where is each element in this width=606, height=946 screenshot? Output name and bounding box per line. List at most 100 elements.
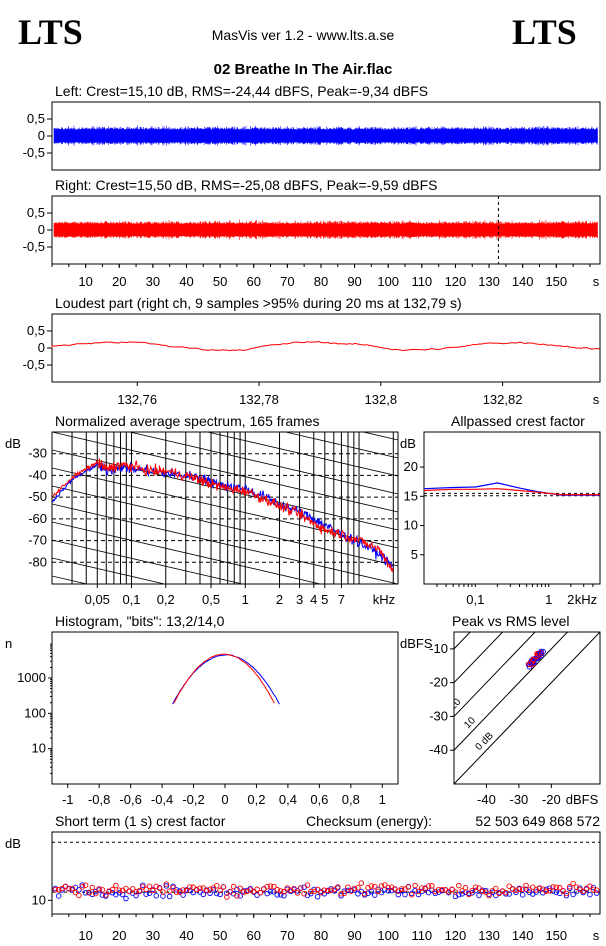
crest-point-right xyxy=(382,882,388,888)
crest-point-right xyxy=(200,885,207,891)
plot-frame xyxy=(51,431,399,585)
crest-point-right xyxy=(247,887,254,893)
crest-point-right xyxy=(277,888,284,894)
crest-point-right xyxy=(308,888,314,895)
crest-point-left xyxy=(274,892,281,898)
y-axis-unit: dB xyxy=(5,436,21,451)
crest-point-right xyxy=(82,882,89,888)
crest-point-right xyxy=(456,882,462,889)
x-tick-label: 0,2 xyxy=(157,592,175,607)
crest-point-right xyxy=(385,884,391,891)
crest-point-left xyxy=(267,888,274,895)
x-tick-label: 50 xyxy=(213,928,227,943)
x-tick-label: 150 xyxy=(545,928,567,943)
y-tick-label: -0,5 xyxy=(23,357,45,372)
slope-line xyxy=(52,432,398,513)
x-tick-label: 0,05 xyxy=(85,592,110,607)
x-tick-label: 80 xyxy=(314,274,328,289)
crest-point-right xyxy=(314,886,321,893)
crest-point-right xyxy=(405,884,412,890)
x-axis-unit: s xyxy=(593,392,600,407)
crest-point-right xyxy=(543,888,549,894)
crest-point-left xyxy=(378,889,385,896)
crest-point-left xyxy=(345,887,351,894)
y-tick-label: 15 xyxy=(404,488,418,503)
y-tick-label: 10 xyxy=(32,741,46,756)
x-tick-label: 120 xyxy=(445,928,467,943)
crest-point-right xyxy=(240,889,247,895)
crest-point-right xyxy=(355,885,361,891)
y-tick-label: -60 xyxy=(28,511,47,526)
crest-point-right xyxy=(452,889,459,895)
checksum-value: 52 503 649 868 572 xyxy=(475,813,600,829)
crest-point-left xyxy=(385,888,391,894)
x-tick-label: -40 xyxy=(477,792,496,807)
x-tick-label: 10 xyxy=(78,274,92,289)
crest-point-right xyxy=(213,882,220,889)
y-axis-unit: dB xyxy=(400,436,416,451)
crest-point-left xyxy=(76,887,82,893)
y-tick-label: -40 xyxy=(28,467,47,482)
y-axis-unit: dB xyxy=(5,836,21,851)
slope-line xyxy=(52,306,398,386)
crest-point-right xyxy=(66,886,72,892)
x-tick-label: 0,2 xyxy=(247,792,265,807)
x-tick-label: 132,76 xyxy=(117,392,157,407)
crest-point-left xyxy=(432,890,439,897)
checksum-label: Checksum (energy): xyxy=(306,813,432,829)
crest-point-left xyxy=(476,892,482,899)
x-tick-label: 30 xyxy=(146,274,160,289)
x-tick-label: 140 xyxy=(512,928,534,943)
crest-point-left xyxy=(224,890,230,896)
x-tick-label: 70 xyxy=(280,274,294,289)
crest-point-right xyxy=(408,891,415,898)
crest-point-right xyxy=(72,889,79,896)
crest-point-left xyxy=(419,888,425,895)
level-point xyxy=(535,651,541,657)
crest-point-right xyxy=(358,880,365,886)
logo-left: LTS xyxy=(18,12,83,52)
y-tick-label: 0,5 xyxy=(27,205,45,220)
x-tick-label: 2 xyxy=(567,592,574,607)
crest-point-left xyxy=(513,889,519,896)
x-tick-label: -0,6 xyxy=(119,792,141,807)
x-tick-label: 132,82 xyxy=(483,392,523,407)
crest-point-right xyxy=(304,882,311,888)
spectrum-grid xyxy=(52,306,398,584)
crest-point-right xyxy=(129,886,136,892)
crest-point-right xyxy=(550,884,556,890)
slope-line xyxy=(128,432,398,495)
loudest-trace xyxy=(51,340,600,352)
crest-point-right xyxy=(298,885,304,891)
crest-point-right xyxy=(197,885,203,891)
crest-point-left xyxy=(587,891,593,898)
crest-point-right xyxy=(486,892,492,899)
crest-point-right xyxy=(321,887,328,893)
crest-point-right xyxy=(546,888,553,894)
crest-point-right xyxy=(92,890,99,897)
panel-title: Normalized average spectrum, 165 frames xyxy=(55,413,320,429)
crest-point-right xyxy=(419,885,425,891)
y-tick-label: -30 xyxy=(429,708,448,723)
diagonal-label: 10 xyxy=(462,715,478,731)
panel-title: Allpassed crest factor xyxy=(451,413,585,429)
crest-point-left xyxy=(398,887,405,894)
x-tick-label: 80 xyxy=(314,928,328,943)
crest-point-right xyxy=(123,885,129,892)
crest-point-right xyxy=(566,884,573,890)
crest-factor-panel: Allpassed crest factor dB 20 15 10 5 0,1 1 2 kHz xyxy=(400,413,601,607)
crest-point-left xyxy=(368,888,375,895)
crest-point-right xyxy=(375,888,381,895)
y-tick-label: 20 xyxy=(404,459,418,474)
short-term-crest-panel: Short term (1 s) crest factor Checksum (e… xyxy=(5,813,601,943)
crest-point-left xyxy=(506,891,512,897)
loudest-part-panel: Loudest part (right ch, 9 samples >95% d… xyxy=(23,295,601,407)
crest-point-right xyxy=(338,891,344,897)
crest-point-left xyxy=(146,890,153,896)
x-tick-label: 10 xyxy=(78,928,92,943)
crest-point-left xyxy=(99,892,106,898)
diagonal-label: 0 dB xyxy=(474,730,497,753)
crest-point-right xyxy=(227,889,233,895)
crest-point-left xyxy=(55,893,62,899)
waveform-panel-right: Right: Crest=15,50 dB, RMS=-25,08 dBFS, … xyxy=(23,177,601,289)
